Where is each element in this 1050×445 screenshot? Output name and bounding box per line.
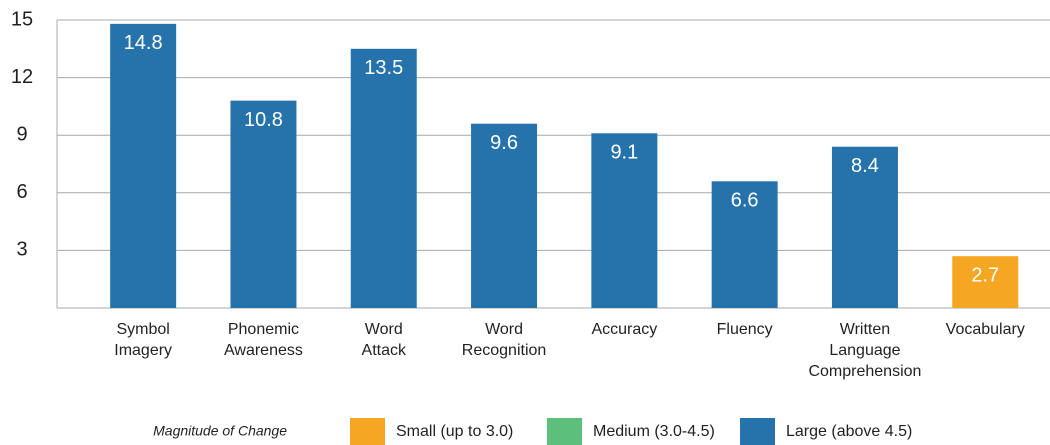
x-tick-line: Recognition xyxy=(462,342,547,359)
bar xyxy=(110,23,177,309)
value-label: 10.8 xyxy=(244,109,283,131)
x-tick-line: Word xyxy=(365,321,403,338)
x-tick-label: Symbol Imagery xyxy=(114,321,172,359)
bar xyxy=(471,123,538,309)
y-tick-label: 6 xyxy=(16,181,27,203)
x-tick-line: Phonemic xyxy=(228,321,299,338)
legend-title: Magnitude of Change xyxy=(153,423,287,439)
bar xyxy=(831,146,898,308)
x-tick-label: Word Attack xyxy=(362,321,407,359)
x-tick-line: Accuracy xyxy=(591,321,657,338)
x-tick-label: Accuracy xyxy=(591,321,657,338)
bar xyxy=(230,100,297,308)
value-label: 8.4 xyxy=(851,155,879,177)
bar xyxy=(952,256,1019,308)
y-tick-label: 15 xyxy=(11,8,33,30)
x-tick-label: Word Recognition xyxy=(462,321,547,359)
legend-label: Medium (3.0-4.5) xyxy=(593,423,715,440)
x-tick-line: Language xyxy=(829,342,900,359)
x-tick-line: Awareness xyxy=(224,342,303,359)
x-tick-line: Vocabulary xyxy=(946,321,1025,338)
y-tick-label: 9 xyxy=(16,123,27,145)
x-tick-label: Phonemic Awareness xyxy=(224,321,303,359)
legend-swatch xyxy=(740,418,775,445)
bar xyxy=(350,48,417,309)
legend-label: Large (above 4.5) xyxy=(786,423,912,440)
x-tick-line: Comprehension xyxy=(808,363,921,380)
x-tick-line: Symbol xyxy=(116,321,169,338)
x-tick-line: Imagery xyxy=(114,342,172,359)
value-label: 6.6 xyxy=(731,190,759,212)
y-tick-label: 3 xyxy=(16,239,27,261)
y-tick-label: 12 xyxy=(11,66,33,88)
value-label: 9.1 xyxy=(610,142,638,164)
legend-swatch xyxy=(350,418,385,445)
value-label: 2.7 xyxy=(971,264,999,286)
bar xyxy=(711,181,778,308)
legend-swatch xyxy=(547,418,582,445)
value-label: 9.6 xyxy=(490,132,518,154)
x-tick-label: Vocabulary xyxy=(946,321,1025,338)
value-label: 13.5 xyxy=(364,57,403,79)
bar xyxy=(591,133,658,308)
legend-label: Small (up to 3.0) xyxy=(396,423,513,440)
x-tick-line: Fluency xyxy=(717,321,773,338)
value-label: 14.8 xyxy=(124,32,163,54)
x-tick-line: Written xyxy=(840,321,890,338)
x-tick-line: Word xyxy=(485,321,523,338)
x-tick-label: Fluency xyxy=(717,321,773,338)
x-tick-label: Written Language Comprehension xyxy=(808,321,921,380)
x-tick-line: Attack xyxy=(362,342,407,359)
